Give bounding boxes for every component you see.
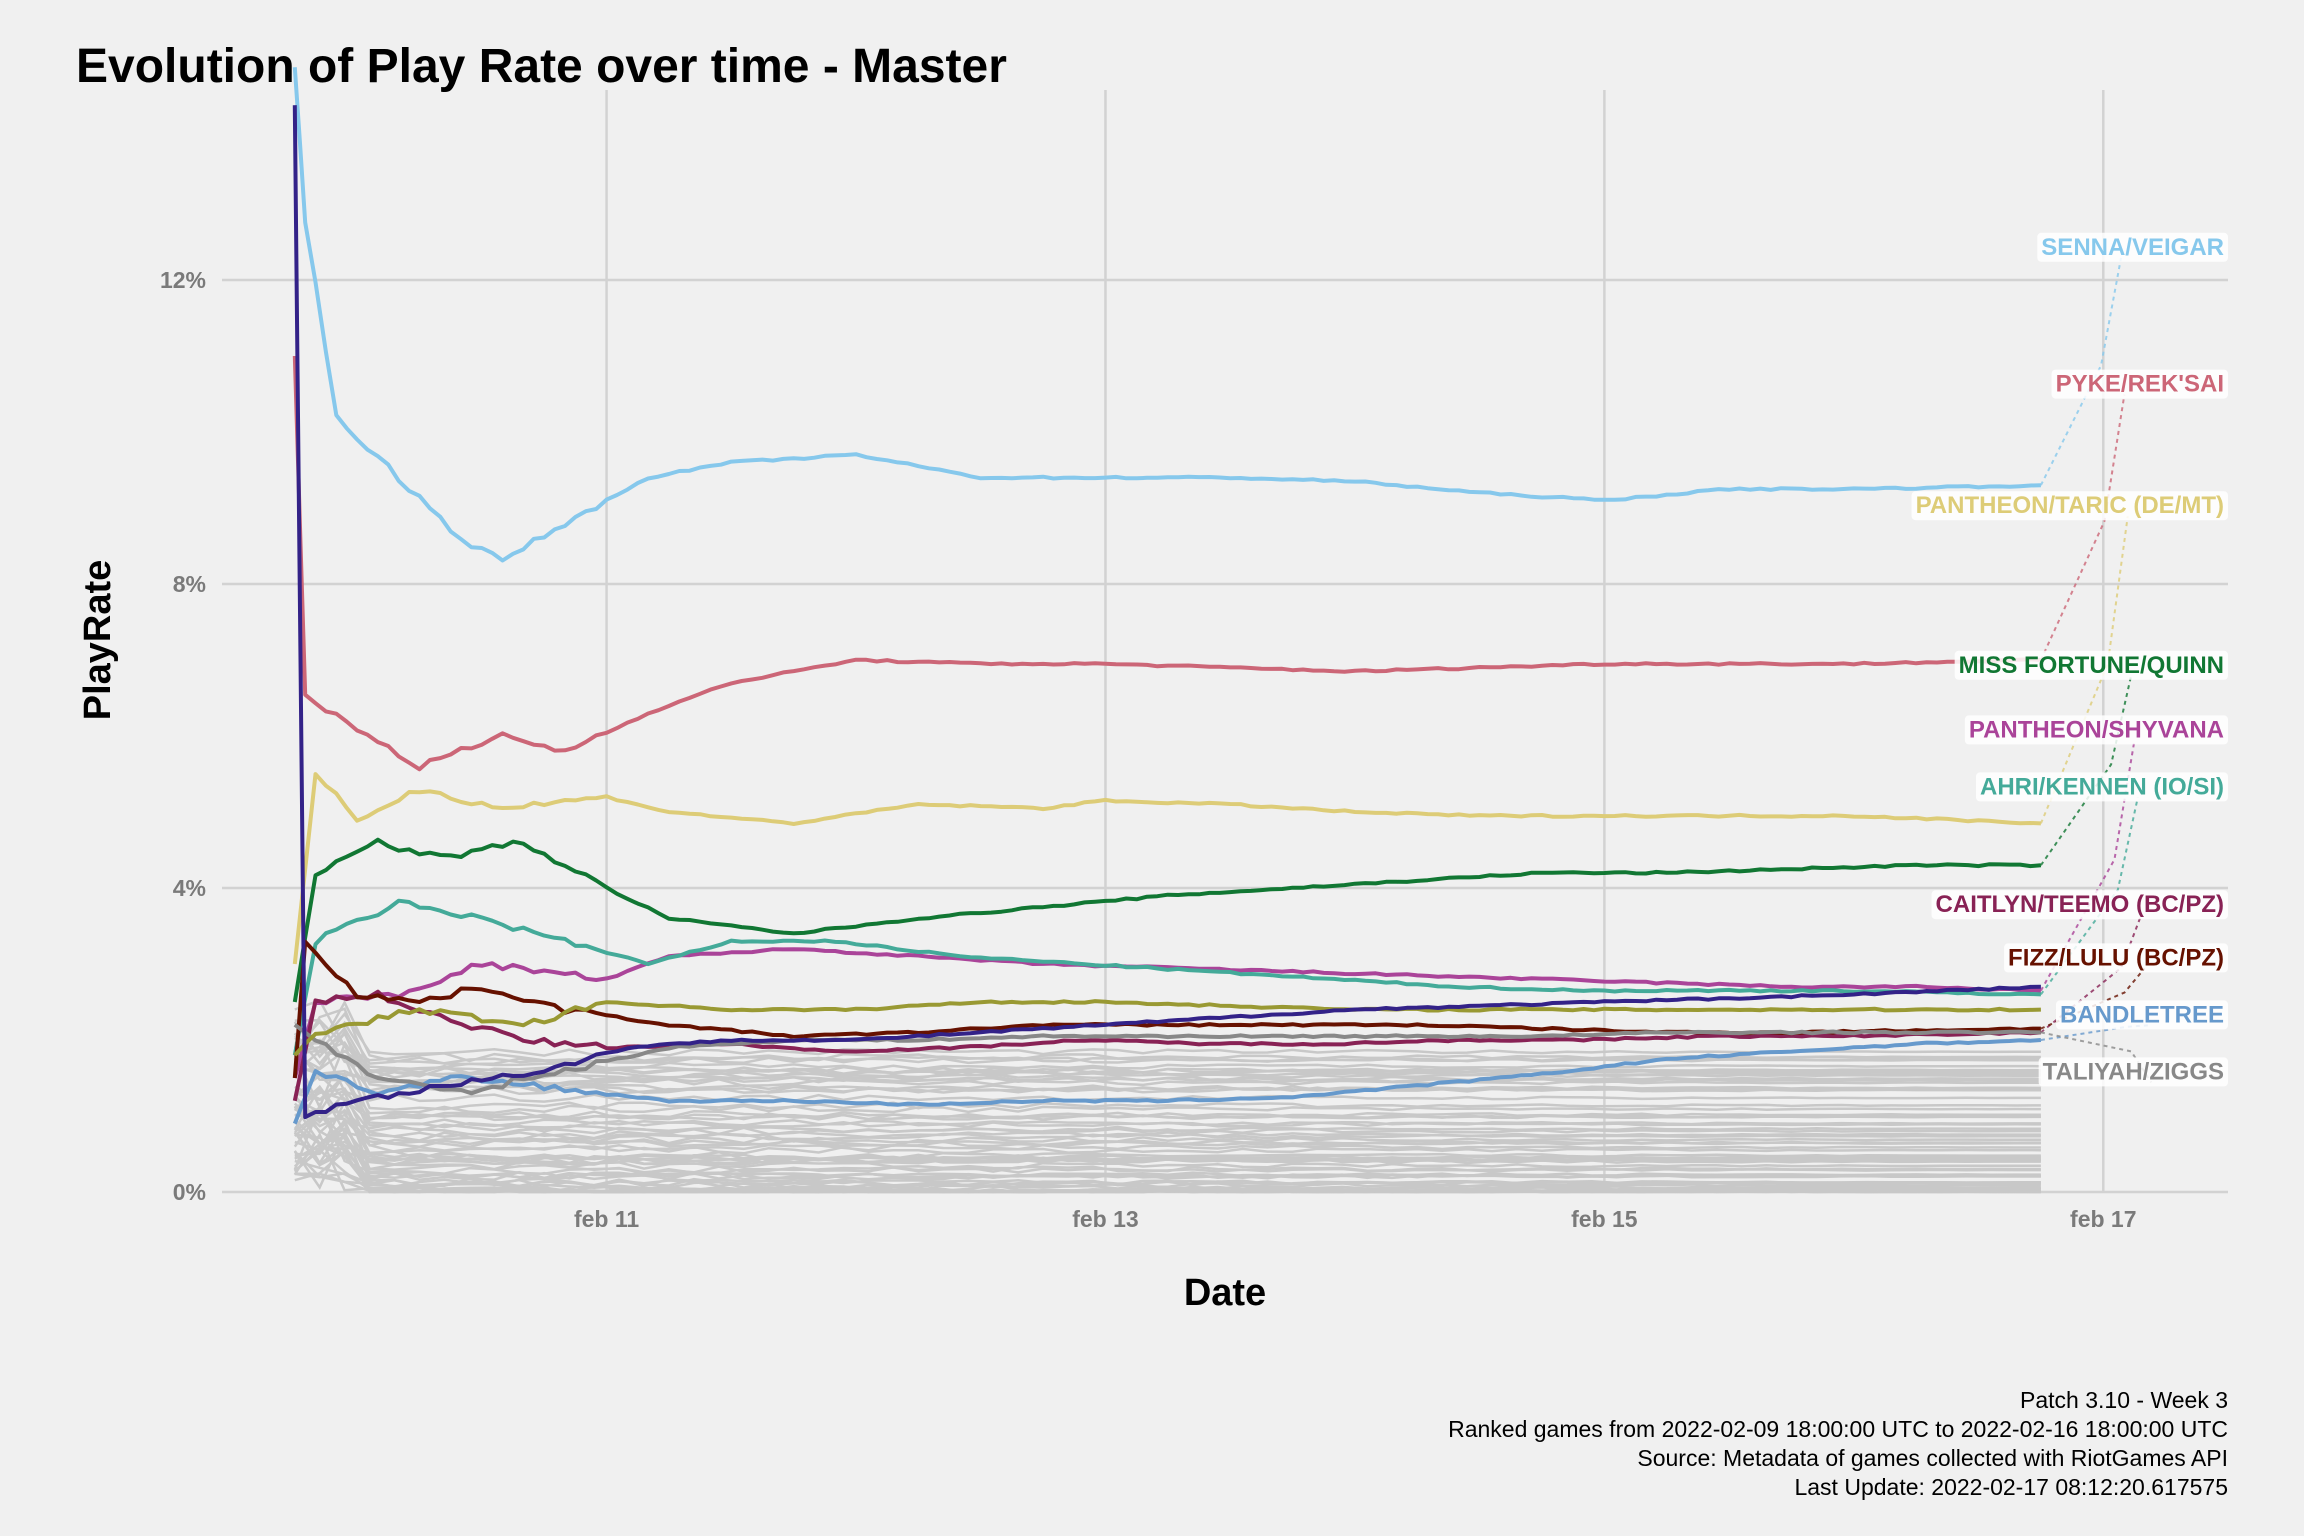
series-line-5 [292, 898, 2041, 1056]
series-line-0 [292, 67, 2041, 563]
background-series-line [293, 1150, 2041, 1188]
background-series-line [294, 1065, 2041, 1088]
series-label-1: PYKE/REK'SAI [2056, 371, 2224, 398]
background-series-line [293, 1019, 2041, 1079]
background-series-line [293, 1045, 2041, 1115]
background-series-line [293, 1111, 2041, 1156]
series-label-4: PANTHEON/SHYVANA [1969, 716, 2224, 743]
y-tick-label-0: 0% [173, 1179, 206, 1205]
x-tick-label-0: feb 11 [574, 1206, 639, 1232]
caption-line-1: Patch 3.10 - Week 3 [2020, 1387, 2228, 1413]
series-label-6: CAITLYN/TEEMO (BC/PZ) [1936, 891, 2224, 918]
series-label-8: BANDLETREE [2060, 1001, 2224, 1028]
series-labels: SENNA/VEIGAR PYKE/REK'SAI PANTHEON/TARIC (… [1911, 232, 2228, 1087]
caption-line-3: Source: Metadata of games collected with… [1637, 1445, 2228, 1471]
series-label-5: AHRI/KENNEN (IO/SI) [1980, 773, 2224, 800]
series-label-box-9 [2038, 1057, 2228, 1087]
series-line-6 [292, 989, 2042, 1102]
series-line-8 [292, 1038, 2042, 1125]
series-label-3: MISS FORTUNE/QUINN [1959, 652, 2224, 679]
leader-line-3 [2040, 675, 2133, 866]
background-series-line [293, 1102, 2041, 1148]
series-line-10 [293, 999, 2041, 1057]
caption-line-2: Ranked games from 2022-02-09 18:00:00 UT… [1448, 1416, 2228, 1442]
x-axis-ticks: feb 11 feb 13 feb 15 feb 17 [574, 1206, 2137, 1232]
series-label-box-6 [1931, 890, 2228, 920]
chart-caption: Patch 3.10 - Week 3 Ranked games from 20… [1448, 1387, 2228, 1500]
highlighted-series [292, 67, 2042, 1125]
y-tick-label-2: 8% [173, 571, 206, 597]
x-tick-label-2: feb 15 [1571, 1206, 1638, 1232]
series-line-11 [292, 105, 2041, 1120]
y-tick-label-1: 4% [173, 875, 206, 901]
y-axis-ticks: 0% 4% 8% 12% [160, 267, 206, 1205]
series-label-box-8 [2055, 1000, 2228, 1030]
background-series-line [294, 1090, 2041, 1122]
background-series-line [294, 1172, 2041, 1194]
series-label-box-4 [1964, 715, 2228, 745]
series-label-9: TALIYAH/ZIGGS [2043, 1058, 2224, 1085]
background-series-line [294, 1020, 2041, 1066]
background-series-line [293, 1050, 2041, 1086]
series-line-4 [292, 947, 2041, 1079]
background-series-line [294, 1125, 2041, 1180]
y-axis-title: PlayRate [77, 560, 119, 721]
background-series-line [294, 1073, 2041, 1142]
series-label-box-0 [2037, 232, 2228, 262]
background-series-line [293, 1129, 2041, 1194]
series-label-box-3 [1954, 650, 2228, 680]
series-label-box-1 [2051, 369, 2228, 399]
x-tick-label-3: feb 17 [2070, 1206, 2136, 1232]
leader-line-1 [2040, 394, 2126, 661]
series-line-3 [292, 837, 2042, 1003]
chart-title: Evolution of Play Rate over time - Maste… [76, 40, 1007, 93]
series-label-0: SENNA/VEIGAR [2041, 234, 2224, 261]
background-series-line [293, 1102, 2041, 1175]
background-series-line [293, 1073, 2041, 1137]
x-tick-label-1: feb 13 [1072, 1206, 1138, 1232]
series-line-9 [293, 1023, 2041, 1096]
leader-line-2 [2039, 516, 2129, 824]
series-label-box-5 [1975, 772, 2228, 802]
background-series-line [294, 1029, 2041, 1096]
caption-line-4: Last Update: 2022-02-17 08:12:20.617575 [1794, 1474, 2228, 1500]
x-axis-title: Date [1184, 1272, 1266, 1314]
leader-line-7 [2040, 967, 2146, 1030]
y-tick-label-3: 12% [160, 267, 206, 293]
series-label-box-2 [1911, 491, 2228, 521]
background-series-line [294, 1018, 2041, 1072]
series-label-box-7 [2004, 943, 2228, 973]
background-series-line [294, 1099, 2041, 1163]
background-series-line [293, 1049, 2041, 1120]
background-series-line [294, 1071, 2041, 1128]
series-line-1 [292, 355, 2042, 772]
background-series-line [293, 1094, 2041, 1140]
background-series [293, 998, 2041, 1194]
background-series-line [293, 1084, 2041, 1145]
series-label-7: FIZZ/LULU (BC/PZ) [2008, 944, 2224, 971]
series-line-2 [292, 772, 2041, 965]
series-label-2: PANTHEON/TARIC (DE/MT) [1916, 492, 2224, 519]
